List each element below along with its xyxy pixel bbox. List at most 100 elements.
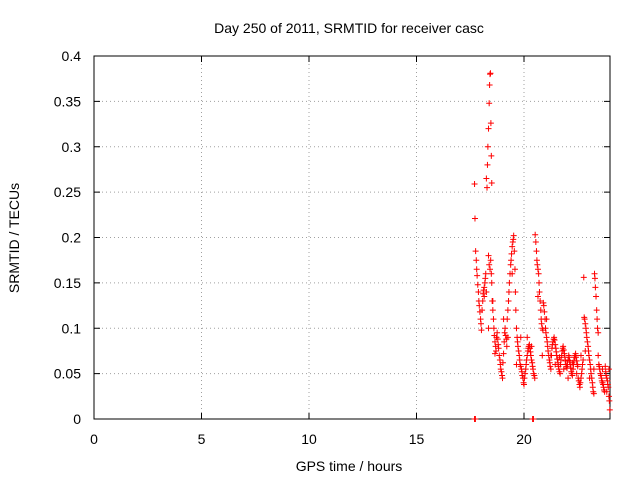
data-point <box>573 370 580 377</box>
data-point <box>472 416 479 422</box>
data-point <box>473 266 480 273</box>
data-point <box>476 302 483 309</box>
data-point <box>573 357 580 364</box>
data-point <box>528 343 535 350</box>
data-point <box>593 307 600 314</box>
data-point <box>511 266 518 273</box>
data-point <box>557 357 564 364</box>
data-point <box>580 357 587 364</box>
data-point <box>542 329 549 336</box>
data-point <box>486 261 493 268</box>
data-point <box>536 288 543 295</box>
data-point <box>577 352 584 359</box>
data-point <box>594 316 601 323</box>
data-point <box>543 334 550 341</box>
data-point <box>602 363 609 370</box>
y-tick-label: 0.4 <box>62 48 82 64</box>
data-point <box>485 252 492 259</box>
x-tick-label: 20 <box>516 431 532 447</box>
data-point <box>532 231 539 238</box>
data-point <box>490 316 497 323</box>
y-tick-label: 0.1 <box>62 320 82 336</box>
data-point <box>483 175 490 182</box>
data-point <box>590 390 597 397</box>
data-point <box>603 388 610 395</box>
data-point <box>528 357 535 364</box>
chart-title: Day 250 of 2011, SRMTID for receiver cas… <box>214 20 484 36</box>
x-axis-label: GPS time / hours <box>296 458 403 474</box>
data-point <box>560 343 567 350</box>
data-point <box>569 372 576 379</box>
data-point <box>504 334 511 341</box>
data-point <box>573 354 580 361</box>
data-point <box>547 363 554 370</box>
data-point <box>592 284 599 291</box>
data-point <box>590 366 597 373</box>
data-point <box>494 329 501 336</box>
data-point <box>551 337 558 344</box>
data-point <box>521 381 527 388</box>
data-point <box>605 366 612 373</box>
data-point <box>586 357 593 364</box>
data-point <box>489 307 496 314</box>
data-point <box>487 266 494 273</box>
data-point <box>579 361 586 368</box>
data-point <box>547 366 554 373</box>
data-point <box>536 279 543 286</box>
data-point <box>488 270 495 277</box>
data-point <box>494 336 501 343</box>
data-point <box>595 352 602 359</box>
data-point <box>495 345 502 352</box>
data-point <box>584 338 591 345</box>
data-point <box>541 308 548 315</box>
data-point <box>556 354 563 361</box>
data-point <box>543 316 550 323</box>
data-point <box>560 366 567 373</box>
data-point <box>586 375 593 382</box>
data-point <box>493 347 500 354</box>
data-point <box>484 143 491 150</box>
data-point <box>488 180 495 187</box>
data-point <box>560 347 567 354</box>
data-point <box>534 293 541 300</box>
data-point <box>479 298 486 305</box>
data-point <box>557 370 564 377</box>
data-point <box>599 366 606 373</box>
data-point <box>509 270 516 277</box>
data-point <box>510 232 517 239</box>
data-point <box>588 370 595 377</box>
data-point <box>509 243 516 250</box>
data-point <box>522 370 529 377</box>
data-point <box>499 359 506 366</box>
data-point <box>487 120 494 127</box>
data-point <box>533 248 540 255</box>
data-point <box>606 397 613 404</box>
data-point <box>491 350 498 357</box>
data-point <box>508 250 515 257</box>
data-point <box>482 270 489 277</box>
data-point <box>486 82 493 89</box>
y-axis-label: SRMTID / TECUs <box>6 183 22 293</box>
data-point <box>504 307 511 314</box>
data-point <box>537 298 544 305</box>
data-point <box>540 302 547 309</box>
data-point <box>489 298 496 305</box>
data-point <box>484 161 491 168</box>
data-point <box>603 375 610 382</box>
data-point <box>478 320 484 327</box>
data-point <box>487 257 494 264</box>
data-point <box>490 325 497 332</box>
x-tick-labels: 0 5 10 15 20 <box>90 431 532 447</box>
y-tick-label: 0.2 <box>62 230 82 246</box>
grid-lines <box>94 56 610 419</box>
axis-ticks <box>93 55 610 420</box>
data-point <box>491 338 498 345</box>
data-point <box>583 334 590 341</box>
data-point <box>471 215 478 222</box>
data-point <box>581 316 588 323</box>
data-point <box>517 334 524 341</box>
y-tick-label: 0.15 <box>54 275 81 291</box>
x-tick-label: 5 <box>198 431 206 447</box>
data-point <box>530 416 537 422</box>
